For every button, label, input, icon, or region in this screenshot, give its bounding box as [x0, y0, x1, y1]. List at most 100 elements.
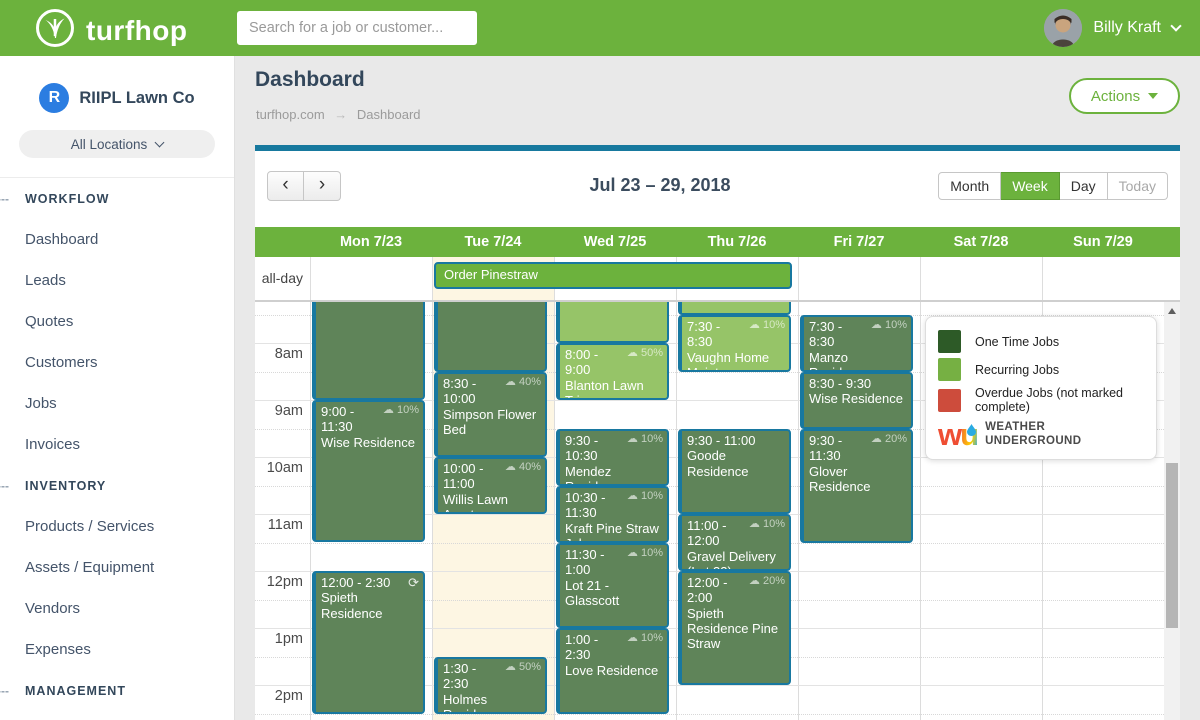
time-label-1pm: 1pm	[274, 631, 303, 647]
event-spieth-residence[interactable]: 12:00 - 2:30 ⟳ Spieth Residence	[312, 571, 425, 714]
event-title: Spieth Residence Pine Straw	[687, 605, 779, 652]
avatar[interactable]	[1044, 9, 1083, 47]
user-name[interactable]: Billy Kraft	[1093, 19, 1161, 36]
event-cutoff[interactable]	[556, 302, 669, 343]
event-wise-residence[interactable]: 9:00 - 11:30 ☁ 10% Wise Residence	[312, 400, 425, 542]
sidebar-item-jobs[interactable]: Jobs	[25, 395, 57, 412]
event-glover-residence[interactable]: 9:30 - 11:30 ☁ 20% Glover Residence	[800, 429, 913, 543]
next-week-button[interactable]: ›	[304, 171, 341, 201]
event-title: Glover Residence	[809, 463, 871, 494]
view-button-day[interactable]: Day	[1059, 172, 1108, 200]
event-cutoff[interactable]	[678, 302, 791, 315]
section-label: WORKFLOW	[25, 191, 110, 206]
calendar-nav-buttons: ‹ ›	[267, 171, 341, 201]
view-button-today[interactable]: Today	[1107, 172, 1168, 200]
event-time: 9:30 - 11:30	[809, 433, 843, 464]
company-name: RIIPL Lawn Co	[79, 88, 195, 107]
company-logo-badge: R	[39, 83, 70, 113]
event-order-pinestraw[interactable]: Order Pinestraw	[434, 262, 792, 289]
cloud-precip-icon: ☁ 10%	[748, 319, 785, 331]
wu-logo-text: WEATHER UNDERGROUND	[985, 420, 1082, 447]
event-spieth-residence-pine-straw[interactable]: 12:00 - 2:00 ☁ 20% Spieth Residence Pine S…	[678, 571, 791, 685]
event-simpson-flower-bed[interactable]: 8:30 - 10:00 ☁ 40% Simpson Flower Bed	[434, 372, 547, 457]
event-lot-21-glasscott[interactable]: 11:30 - 1:00 ☁ 10% Lot 21 - Glasscott	[556, 543, 669, 628]
actions-button[interactable]: Actions	[1069, 78, 1180, 114]
event-time: 12:00 - 2:00	[687, 575, 728, 606]
sidebar-item-leads[interactable]: Leads	[25, 272, 66, 289]
day-header-sat-7-28: Sat 7/28	[953, 234, 1009, 250]
section-dashes-icon: ---	[0, 478, 9, 493]
calendar-title: Jul 23 – 29, 2018	[589, 175, 731, 195]
event-time: 9:30 - 10:30	[565, 433, 599, 464]
sidebar-item-invoices[interactable]: Invoices	[25, 436, 81, 453]
prev-week-button[interactable]: ‹	[267, 171, 304, 201]
view-button-month[interactable]: Month	[938, 172, 1002, 200]
view-button-week[interactable]: Week	[1001, 172, 1060, 200]
weather-underground-logo: wu WEATHER UNDERGROUND	[938, 419, 1144, 450]
legend-label: Recurring Jobs	[975, 362, 1060, 377]
search-input[interactable]	[237, 11, 477, 45]
event-vaughn-home-maintenance[interactable]: 7:30 - 8:30 ☁ 10% Vaughn Home Maintenance	[678, 315, 791, 372]
event-time: 7:30 - 8:30	[687, 319, 721, 350]
sidebar-section-management: --- MANAGEMENT	[0, 670, 234, 711]
sidebar-item-quotes[interactable]: Quotes	[25, 313, 74, 330]
event-willis-lawn-aerate[interactable]: 10:00 - 11:00 ☁ 40% Willis Lawn Aerate	[434, 457, 547, 514]
scrollbar-thumb[interactable]	[1166, 463, 1178, 628]
event-manzo-residence[interactable]: 7:30 - 8:30 ☁ 10% Manzo Residence	[800, 315, 913, 372]
legend-panel: One Time Jobs Recurring Jobs Overdue Jobs …	[925, 316, 1157, 460]
half-hour-line	[255, 713, 1164, 715]
sidebar-item-products-services[interactable]: Products / Services	[25, 518, 155, 535]
half-hour-line	[255, 371, 1164, 373]
vertical-scrollbar[interactable]	[1164, 302, 1180, 720]
event-time: 11:30 - 1:00	[565, 547, 605, 578]
time-label-10am: 10am	[266, 460, 303, 476]
event-time: 8:00 - 9:00	[565, 347, 599, 378]
event-mendez-residence[interactable]: 9:30 - 10:30 ☁ 10% Mendez Residence	[556, 429, 669, 486]
sidebar-section-reports: ---REPORTS	[0, 711, 234, 720]
locations-dropdown[interactable]: All Locations	[19, 130, 215, 158]
cloud-precip-icon: ☁ 40%	[504, 376, 541, 388]
event-wise-residence[interactable]: 8:30 - 9:30 Wise Residence	[800, 372, 913, 429]
section-dashes-icon: ---	[0, 683, 9, 698]
event-holmes-residence[interactable]: 1:30 - 2:30 ☁ 50% Holmes Residence	[434, 657, 547, 714]
event-title: Gravel Delivery (Lot 32)	[687, 548, 776, 569]
cloud-precip-icon: ☁ 10%	[626, 632, 663, 644]
event-cutoff[interactable]	[434, 302, 547, 372]
legend-label: One Time Jobs	[975, 334, 1060, 349]
allday-row: all-day Order Pinestraw	[255, 257, 1180, 300]
sidebar-item-expenses[interactable]: Expenses	[25, 641, 91, 658]
sidebar-item-dashboard[interactable]: Dashboard	[25, 231, 99, 248]
event-cutoff[interactable]	[312, 302, 425, 400]
scrollbar-up-arrow[interactable]	[1168, 308, 1176, 314]
day-header-fri-7-27: Fri 7/27	[833, 234, 885, 250]
sidebar-nav: --- WORKFLOW Dashboard Leads Quotes Customers…	[0, 178, 234, 720]
allday-cell-sat-7-28	[920, 257, 1042, 300]
event-gravel-delivery-lot-32[interactable]: 11:00 - 12:00 ☁ 10% Gravel Delivery (Lot 3…	[678, 514, 791, 571]
user-menu[interactable]: Billy Kraft	[1044, 0, 1182, 56]
event-love-residence[interactable]: 1:00 - 2:30 ☁ 10% Love Residence	[556, 628, 669, 714]
column-line	[310, 302, 311, 720]
event-kraft-pine-straw-job[interactable]: 10:30 - 11:30 ☁ 10% Kraft Pine Straw Job	[556, 486, 669, 543]
event-time: 11:00 - 12:00	[687, 518, 727, 549]
actions-label: Actions	[1090, 87, 1141, 105]
event-goode-residence[interactable]: 9:30 - 11:00 Goode Residence	[678, 429, 791, 514]
chevron-down-icon	[154, 137, 165, 148]
hour-line	[255, 685, 1164, 686]
allday-cell-mon-7-23	[310, 257, 432, 300]
allday-cell-fri-7-27	[798, 257, 920, 300]
sidebar-item-assets-equipment[interactable]: Assets / Equipment	[25, 559, 155, 576]
breadcrumb-site[interactable]: turfhop.com	[256, 107, 325, 122]
water-drop-icon	[967, 410, 977, 441]
cloud-precip-icon: ☁ 10%	[382, 404, 419, 416]
day-header-sun-7-29: Sun 7/29	[1073, 234, 1133, 250]
event-blanton-lawn-trim[interactable]: 8:00 - 9:00 ☁ 50% Blanton Lawn Trim	[556, 343, 669, 400]
calendar-card: ‹ › Jul 23 – 29, 2018 Month Week Day Today …	[255, 145, 1180, 720]
event-time: 8:30 - 10:00	[443, 376, 477, 407]
event-title: Vaughn Home Maintenance	[687, 349, 770, 370]
event-time: 9:30 - 11:00	[687, 433, 756, 448]
sidebar-item-vendors[interactable]: Vendors	[25, 600, 81, 617]
cloud-precip-icon: ☁ 20%	[870, 433, 907, 445]
section-dashes-icon: ---	[0, 191, 9, 206]
sidebar-item-customers[interactable]: Customers	[25, 354, 98, 371]
logo-wordmark: turfhop	[86, 14, 188, 46]
